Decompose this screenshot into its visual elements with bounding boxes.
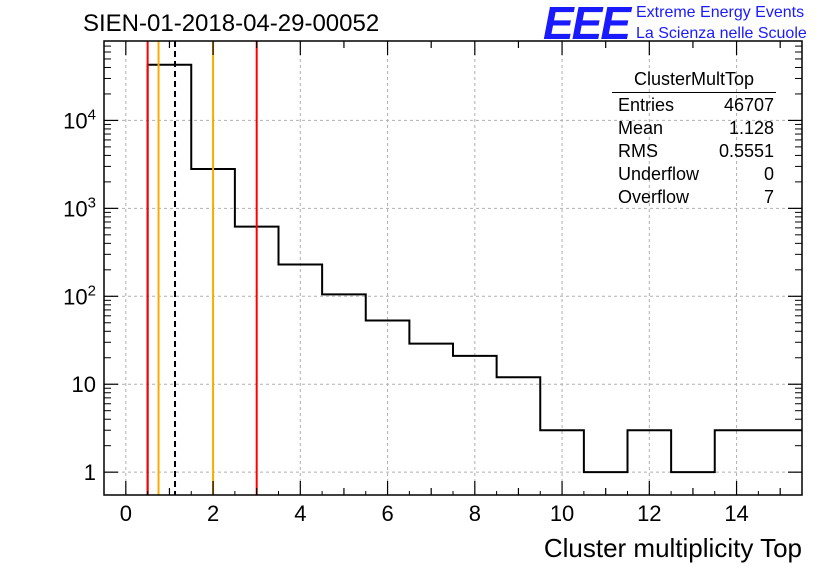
plot-title: SIEN-01-2018-04-29-00052 xyxy=(83,10,380,37)
stats-title: ClusterMultTop xyxy=(612,69,776,93)
y-tick-label: 104 xyxy=(63,106,96,133)
histogram-bin xyxy=(366,321,410,495)
stats-label: Mean xyxy=(618,118,664,138)
eee-logo: EEE Extreme Energy Events La Scienza nel… xyxy=(543,0,833,49)
eee-logo-line2: La Scienza nelle Scuole xyxy=(636,25,807,42)
x-tick-label: 12 xyxy=(637,501,661,526)
stats-value: 0 xyxy=(763,164,774,184)
stats-label: Entries xyxy=(618,95,675,115)
eee-logo-mark: EEE xyxy=(543,0,631,49)
x-tick-label: 4 xyxy=(294,501,306,526)
stats-value: 0.5551 xyxy=(718,141,774,161)
y-tick-label: 1 xyxy=(84,460,96,485)
y-tick-label: 103 xyxy=(63,194,96,221)
histogram-bin xyxy=(409,344,453,495)
stats-row-entries: Entries 46707 xyxy=(612,94,776,117)
stats-row-overflow: Overflow 7 xyxy=(612,186,776,209)
histogram-bin xyxy=(148,65,192,495)
y-tick-label: 102 xyxy=(63,282,96,309)
stats-row-mean: Mean 1.128 xyxy=(612,117,776,140)
x-tick-label: 14 xyxy=(724,501,748,526)
stats-row-underflow: Underflow 0 xyxy=(612,163,776,186)
x-tick-label: 8 xyxy=(469,501,481,526)
x-tick-label: 10 xyxy=(550,501,574,526)
x-tick-label: 2 xyxy=(207,501,219,526)
histogram-bin xyxy=(453,356,497,495)
stats-label: Overflow xyxy=(618,187,690,207)
y-tick-label: 10 xyxy=(72,372,96,397)
stats-row-rms: RMS 0.5551 xyxy=(612,140,776,163)
histogram-bin xyxy=(322,294,366,495)
stats-box: ClusterMultTop Entries 46707 Mean 1.128 … xyxy=(612,69,776,209)
histogram-outline xyxy=(146,63,802,495)
histogram-bin xyxy=(758,430,802,495)
stats-label: RMS xyxy=(618,141,658,161)
histogram-bin xyxy=(497,377,541,495)
eee-logo-line1: Extreme Energy Events xyxy=(636,4,805,21)
stats-label: Underflow xyxy=(618,164,700,184)
x-axis-label: Cluster multiplicity Top xyxy=(543,533,802,563)
x-tick-label: 0 xyxy=(120,501,132,526)
histogram-bin xyxy=(279,264,323,495)
x-tick-label: 6 xyxy=(381,501,393,526)
stats-value: 1.128 xyxy=(728,118,774,138)
stats-value: 7 xyxy=(763,187,774,207)
stats-value: 46707 xyxy=(723,95,774,115)
